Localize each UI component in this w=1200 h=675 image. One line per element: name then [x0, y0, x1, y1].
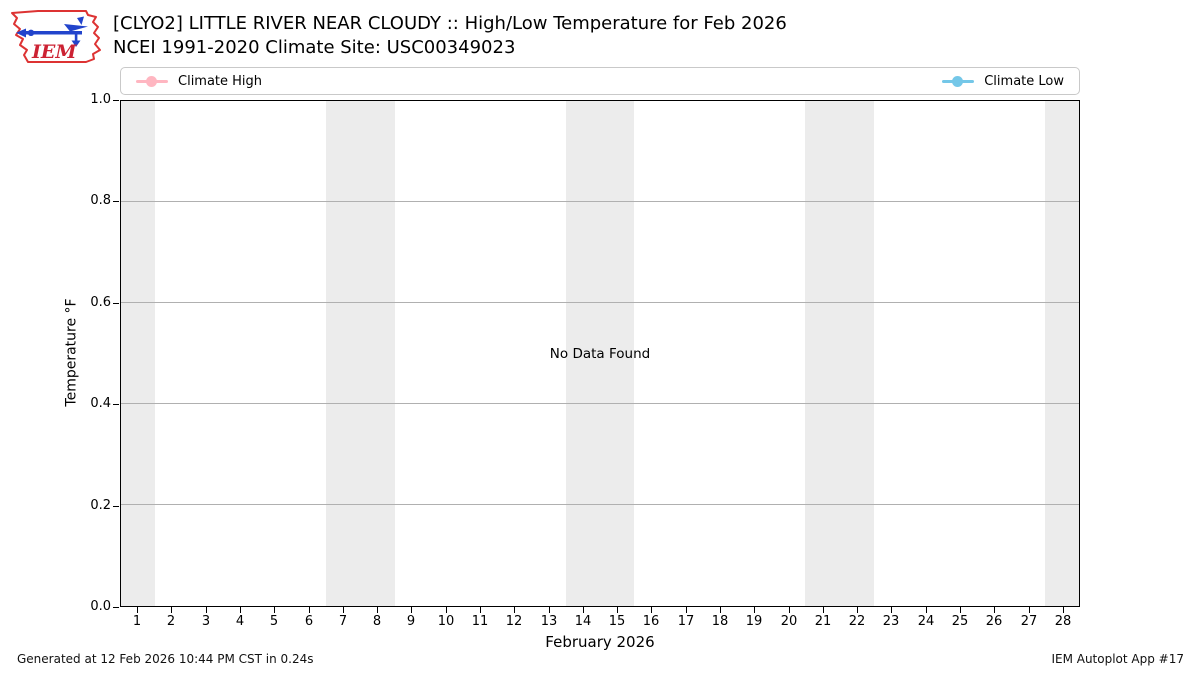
legend-entry-climate-low: Climate Low	[942, 74, 1064, 89]
x-tick-label: 27	[1020, 614, 1038, 629]
weekend-shading-band	[565, 101, 635, 606]
x-tick-label: 14	[574, 614, 592, 629]
x-tick-label: 21	[814, 614, 832, 629]
x-tick-mark	[549, 607, 550, 613]
x-tick-mark	[686, 607, 687, 613]
x-tick-mark	[617, 607, 618, 613]
iowa-outline-icon: IEM	[11, 10, 101, 63]
weekend-shading-band	[1044, 101, 1079, 606]
x-tick-mark	[446, 607, 447, 613]
x-tick-label: 10	[437, 614, 455, 629]
gridline	[121, 201, 1079, 202]
legend-dot	[146, 75, 157, 87]
y-tick-mark	[113, 404, 119, 405]
x-tick-label: 16	[642, 614, 660, 629]
y-tick-label: 0.4	[90, 396, 111, 411]
x-tick-label: 28	[1054, 614, 1072, 629]
x-tick-mark	[274, 607, 275, 613]
x-tick-mark	[137, 607, 138, 613]
x-tick-label: 11	[471, 614, 489, 629]
x-tick-mark	[171, 607, 172, 613]
x-tick-mark	[960, 607, 961, 613]
x-tick-mark	[857, 607, 858, 613]
x-tick-mark	[309, 607, 310, 613]
x-tick-label: 9	[406, 614, 416, 629]
x-tick-label: 1	[132, 614, 142, 629]
y-tick-mark	[113, 303, 119, 304]
legend-dot	[952, 75, 964, 87]
y-tick-label: 1.0	[90, 92, 111, 107]
y-tick-mark	[113, 201, 119, 202]
gridline	[121, 504, 1079, 505]
x-tick-label: 25	[951, 614, 969, 629]
line-dot-marker-icon	[136, 75, 168, 88]
weekend-shading-band	[121, 101, 156, 606]
y-tick-mark	[113, 506, 119, 507]
x-tick-mark	[720, 607, 721, 613]
legend-label: Climate High	[178, 73, 263, 89]
x-tick-mark	[583, 607, 584, 613]
y-tick-mark	[113, 100, 119, 101]
y-tick-label: 0.0	[90, 599, 111, 614]
legend: Climate High Climate Low	[120, 67, 1080, 95]
legend-label: Climate Low	[984, 73, 1064, 89]
x-axis-label: February 2026	[545, 633, 655, 651]
x-tick-mark	[480, 607, 481, 613]
x-tick-label: 13	[540, 614, 558, 629]
x-tick-label: 22	[848, 614, 866, 629]
x-tick-mark	[926, 607, 927, 613]
iem-logo: IEM	[8, 5, 112, 68]
chart-subtitle: NCEI 1991-2020 Climate Site: USC00349023	[113, 37, 516, 58]
x-tick-label: 7	[338, 614, 348, 629]
x-tick-label: 24	[917, 614, 935, 629]
x-tick-mark	[206, 607, 207, 613]
x-tick-label: 2	[166, 614, 176, 629]
footer-app-text: IEM Autoplot App #17	[1051, 652, 1184, 666]
x-tick-mark	[1029, 607, 1030, 613]
x-tick-mark	[754, 607, 755, 613]
y-axis-label: Temperature °F	[63, 298, 80, 407]
y-tick-label: 0.2	[90, 498, 111, 513]
x-tick-mark	[994, 607, 995, 613]
y-tick-label: 0.8	[90, 193, 111, 208]
x-tick-label: 18	[711, 614, 729, 629]
x-tick-label: 8	[372, 614, 382, 629]
no-data-message: No Data Found	[549, 345, 651, 362]
x-tick-label: 17	[677, 614, 695, 629]
x-tick-label: 12	[505, 614, 523, 629]
x-tick-label: 23	[882, 614, 900, 629]
x-tick-label: 4	[235, 614, 245, 629]
x-tick-label: 20	[780, 614, 798, 629]
x-tick-mark	[789, 607, 790, 613]
footer-generated-text: Generated at 12 Feb 2026 10:44 PM CST in…	[17, 652, 314, 666]
weather-vane-icon	[16, 16, 88, 47]
x-tick-mark	[1063, 607, 1064, 613]
x-tick-mark	[343, 607, 344, 613]
y-tick-mark	[113, 607, 119, 608]
x-tick-label: 6	[304, 614, 314, 629]
y-tick-label: 0.6	[90, 295, 111, 310]
x-tick-label: 19	[745, 614, 763, 629]
plot-area: No Data Found	[120, 100, 1080, 607]
x-tick-mark	[651, 607, 652, 613]
iem-logo-text: IEM	[31, 41, 77, 63]
x-tick-mark	[411, 607, 412, 613]
line-dot-marker-icon	[942, 75, 975, 88]
x-tick-mark	[891, 607, 892, 613]
x-tick-mark	[240, 607, 241, 613]
gridline	[121, 302, 1079, 303]
x-tick-label: 5	[269, 614, 279, 629]
chart-title: [CLYO2] LITTLE RIVER NEAR CLOUDY :: High…	[113, 13, 787, 34]
x-tick-mark	[514, 607, 515, 613]
x-tick-label: 15	[608, 614, 626, 629]
legend-entry-climate-high: Climate High	[136, 74, 262, 89]
gridline	[121, 403, 1079, 404]
weekend-shading-band	[805, 101, 874, 606]
weekend-shading-band	[326, 101, 395, 606]
x-tick-label: 26	[985, 614, 1003, 629]
x-tick-mark	[377, 607, 378, 613]
x-tick-label: 3	[201, 614, 211, 629]
x-tick-mark	[823, 607, 824, 613]
